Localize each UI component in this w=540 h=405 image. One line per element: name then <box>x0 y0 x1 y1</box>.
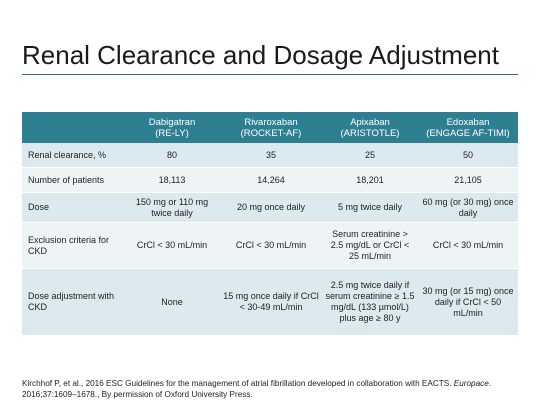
drug-name: Edoxaban <box>446 116 490 128</box>
slide-title: Renal Clearance and Dosage Adjustment <box>22 40 499 70</box>
title-divider <box>22 74 518 75</box>
table-cell: None <box>124 268 220 335</box>
drug-name: Dabigatran <box>148 116 196 128</box>
table-cell: 80 <box>124 143 220 168</box>
table-cell: 5 mg twice daily <box>322 192 418 223</box>
table-cell: 18,201 <box>322 167 418 193</box>
table-cell: 20 mg once daily <box>220 192 322 223</box>
table-row-exclusion-criteria: Exclusion criteria for CKD CrCl < 30 mL/… <box>22 222 518 269</box>
table-cell: CrCl < 30 mL/min <box>418 222 518 269</box>
table-row-dose-adjustment: Dose adjustment with CKD None 15 mg once… <box>22 268 518 335</box>
row-label: Exclusion criteria for CKD <box>22 222 124 269</box>
row-label: Dose <box>22 192 124 223</box>
table-cell: 60 mg (or 30 mg) once daily <box>418 192 518 223</box>
header-apixaban: Apixaban (ARISTOTLE) <box>322 112 418 143</box>
table-cell: 150 mg or 110 mg twice daily <box>124 192 220 223</box>
table-cell: 14,264 <box>220 167 322 193</box>
citation-footnote: Kirchhof P, et al., 2016 ESC Guidelines … <box>22 378 522 400</box>
table-cell: Serum creatinine > 2.5 mg/dL or CrCl < 2… <box>322 222 418 269</box>
header-dabigatran: Dabigatran (RE-LY) <box>124 112 220 143</box>
table-cell: CrCl < 30 mL/min <box>124 222 220 269</box>
drug-comparison-table: Dabigatran (RE-LY) Rivaroxaban (ROCKET-A… <box>22 112 518 335</box>
table-cell: 30 mg (or 15 mg) once daily if CrCl < 50… <box>418 268 518 335</box>
table-cell: 21,105 <box>418 167 518 193</box>
table-cell: 35 <box>220 143 322 168</box>
table-row-dose: Dose 150 mg or 110 mg twice daily 20 mg … <box>22 192 518 223</box>
trial-name: (ROCKET-AF) <box>240 127 302 139</box>
row-label: Number of patients <box>22 167 124 193</box>
table-cell: 2.5 mg twice daily if serum creatinine ≥… <box>322 268 418 335</box>
journal-name: Europace <box>453 379 489 388</box>
header-corner <box>22 112 124 143</box>
trial-name: (RE-LY) <box>155 127 189 139</box>
drug-name: Rivaroxaban <box>244 116 298 128</box>
drug-name: Apixaban <box>350 116 390 128</box>
header-rivaroxaban: Rivaroxaban (ROCKET-AF) <box>220 112 322 143</box>
row-label: Renal clearance, % <box>22 143 124 168</box>
table-row-number-of-patients: Number of patients 18,113 14,264 18,201 … <box>22 167 518 193</box>
row-label: Dose adjustment with CKD <box>22 268 124 335</box>
table-header-row: Dabigatran (RE-LY) Rivaroxaban (ROCKET-A… <box>22 112 518 143</box>
trial-name: (ARISTOTLE) <box>340 127 400 139</box>
trial-name: (ENGAGE AF-TIMI) <box>426 127 510 139</box>
table-cell: 50 <box>418 143 518 168</box>
citation-text: Kirchhof P, et al., 2016 ESC Guidelines … <box>22 379 454 388</box>
table-row-renal-clearance: Renal clearance, % 80 35 25 50 <box>22 143 518 168</box>
table-cell: 18,113 <box>124 167 220 193</box>
table-cell: 25 <box>322 143 418 168</box>
header-edoxaban: Edoxaban (ENGAGE AF-TIMI) <box>418 112 518 143</box>
table-cell: CrCl < 30 mL/min <box>220 222 322 269</box>
table-cell: 15 mg once daily if CrCl < 30-49 mL/min <box>220 268 322 335</box>
citation-details: . 2016;37:1609–1678., By permission of O… <box>22 379 492 399</box>
